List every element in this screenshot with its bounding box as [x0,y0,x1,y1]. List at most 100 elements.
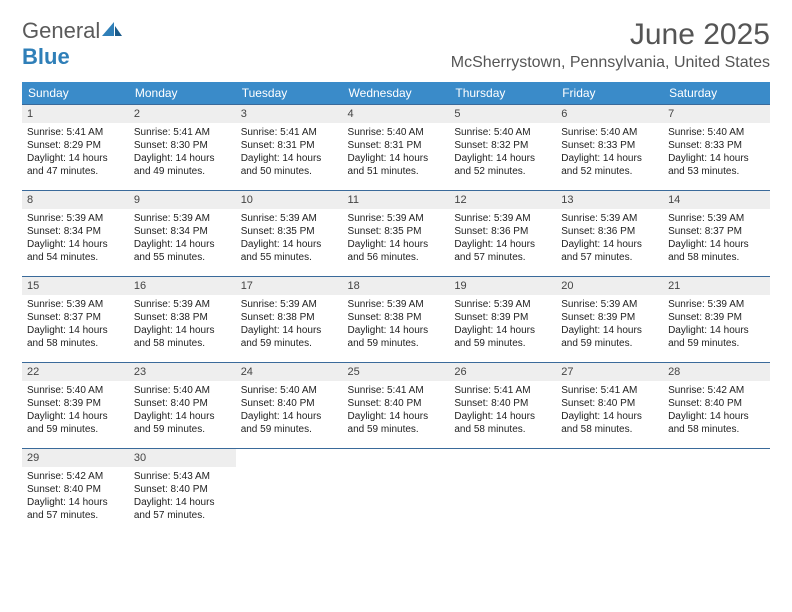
day-header-saturday: Saturday [663,82,770,105]
daylight-line: Daylight: 14 hours and 59 minutes. [241,324,338,350]
day-header-wednesday: Wednesday [343,82,450,105]
day-content: Sunrise: 5:41 AMSunset: 8:40 PMDaylight:… [556,381,663,446]
logo-text-blue: Blue [22,44,70,69]
sunset-line: Sunset: 8:40 PM [561,397,658,410]
day-content: Sunrise: 5:42 AMSunset: 8:40 PMDaylight:… [663,381,770,446]
sunrise-line: Sunrise: 5:40 AM [561,126,658,139]
day-cell-4: 4Sunrise: 5:40 AMSunset: 8:31 PMDaylight… [343,105,450,191]
day-header-tuesday: Tuesday [236,82,343,105]
day-number: 27 [556,363,663,381]
empty-cell [449,449,556,535]
day-cell-30: 30Sunrise: 5:43 AMSunset: 8:40 PMDayligh… [129,449,236,535]
sunrise-line: Sunrise: 5:41 AM [561,384,658,397]
day-cell-12: 12Sunrise: 5:39 AMSunset: 8:36 PMDayligh… [449,191,556,277]
daylight-line: Daylight: 14 hours and 59 minutes. [454,324,551,350]
sunset-line: Sunset: 8:29 PM [27,139,124,152]
sunset-line: Sunset: 8:37 PM [668,225,765,238]
day-number: 5 [449,105,556,123]
sunrise-line: Sunrise: 5:41 AM [241,126,338,139]
sunset-line: Sunset: 8:38 PM [241,311,338,324]
week-row: 29Sunrise: 5:42 AMSunset: 8:40 PMDayligh… [22,449,770,535]
sunrise-line: Sunrise: 5:41 AM [454,384,551,397]
sunrise-line: Sunrise: 5:39 AM [561,212,658,225]
day-cell-20: 20Sunrise: 5:39 AMSunset: 8:39 PMDayligh… [556,277,663,363]
sunrise-line: Sunrise: 5:39 AM [668,212,765,225]
day-cell-5: 5Sunrise: 5:40 AMSunset: 8:32 PMDaylight… [449,105,556,191]
day-number: 10 [236,191,343,209]
sunrise-line: Sunrise: 5:41 AM [134,126,231,139]
sunset-line: Sunset: 8:40 PM [134,397,231,410]
sunset-line: Sunset: 8:40 PM [668,397,765,410]
day-content: Sunrise: 5:39 AMSunset: 8:35 PMDaylight:… [236,209,343,274]
day-number: 14 [663,191,770,209]
sunset-line: Sunset: 8:38 PM [134,311,231,324]
logo: General Blue [22,18,124,70]
day-number: 7 [663,105,770,123]
daylight-line: Daylight: 14 hours and 59 minutes. [561,324,658,350]
day-number: 23 [129,363,236,381]
daylight-line: Daylight: 14 hours and 47 minutes. [27,152,124,178]
day-cell-29: 29Sunrise: 5:42 AMSunset: 8:40 PMDayligh… [22,449,129,535]
day-cell-22: 22 Sunrise: 5:40 AMSunset: 8:39 PMDayligh… [22,363,129,449]
daylight-line: Daylight: 14 hours and 57 minutes. [561,238,658,264]
daylight-line: Daylight: 14 hours and 59 minutes. [27,410,124,436]
sunrise-line: Sunrise: 5:40 AM [454,126,551,139]
day-number: 24 [236,363,343,381]
sunset-line: Sunset: 8:30 PM [134,139,231,152]
day-cell-3: 3Sunrise: 5:41 AMSunset: 8:31 PMDaylight… [236,105,343,191]
day-content: Sunrise: 5:41 AMSunset: 8:30 PMDaylight:… [129,123,236,188]
day-number: 9 [129,191,236,209]
day-number: 21 [663,277,770,295]
day-content: Sunrise: 5:39 AMSunset: 8:39 PMDaylight:… [556,295,663,360]
day-cell-8: 8Sunrise: 5:39 AMSunset: 8:34 PMDaylight… [22,191,129,277]
day-number: 16 [129,277,236,295]
day-cell-21: 21Sunrise: 5:39 AMSunset: 8:39 PMDayligh… [663,277,770,363]
daylight-line: Daylight: 14 hours and 57 minutes. [27,496,124,522]
day-number: 29 [22,449,129,467]
week-row: 1 Sunrise: 5:41 AM Sunset: 8:29 PMDaylight… [22,105,770,191]
sunset-line: Sunset: 8:39 PM [27,397,124,410]
day-number: 30 [129,449,236,467]
day-header-sunday: Sunday [22,82,129,105]
sunset-line: Sunset: 8:36 PM [454,225,551,238]
day-content: Sunrise: 5:39 AMSunset: 8:37 PMDaylight:… [663,209,770,274]
day-cell-15: 15Sunrise: 5:39 AMSunset: 8:37 PMDayligh… [22,277,129,363]
location: McSherrystown, Pennsylvania, United Stat… [451,54,770,72]
day-content: Sunrise: 5:39 AMSunset: 8:36 PMDaylight:… [556,209,663,274]
day-content: Sunrise: 5:40 AMSunset: 8:32 PMDaylight:… [449,123,556,188]
sunrise-line: Sunrise: 5:40 AM [27,384,124,397]
week-row: 22Sunrise: 5:40 AMSunset: 8:39 PMDayligh… [22,363,770,449]
day-content: Sunrise: 5:40 AMSunset: 8:33 PMDaylight:… [663,123,770,188]
day-content: Sunrise: 5:39 AMSunset: 8:37 PMDaylight:… [22,295,129,360]
daylight-line: Daylight: 14 hours and 59 minutes. [348,410,445,436]
day-cell-18: 18Sunrise: 5:39 AMSunset: 8:38 PMDayligh… [343,277,450,363]
daylight-line: Daylight: 14 hours and 55 minutes. [134,238,231,264]
day-number: 13 [556,191,663,209]
day-number: 22 [22,363,129,381]
day-content: Sunrise: 5:40 AMSunset: 8:33 PMDaylight:… [556,123,663,188]
day-number: 15 [22,277,129,295]
sunrise-line: Sunrise: 5:39 AM [27,212,124,225]
sunrise-line: Sunrise: 5:39 AM [348,298,445,311]
sunrise-line: Sunrise: 5:40 AM [348,126,445,139]
day-content: Sunrise: 5:39 AMSunset: 8:38 PMDaylight:… [343,295,450,360]
day-cell-14: 14Sunrise: 5:39 AMSunset: 8:37 PMDayligh… [663,191,770,277]
sunset-line: Sunset: 8:37 PM [27,311,124,324]
logo-text-general: General [22,18,100,43]
day-number: 25 [343,363,450,381]
sunrise-line: Sunrise: 5:42 AM [668,384,765,397]
day-content: Sunrise: 5:39 AMSunset: 8:39 PMDaylight:… [663,295,770,360]
sunset-line: Sunset: 8:33 PM [668,139,765,152]
sunset-line: Sunset: 8:39 PM [668,311,765,324]
sunrise-line: Sunrise: 5:39 AM [454,212,551,225]
logo-text: General Blue [22,18,124,70]
day-content: Sunrise: 5:39 AMSunset: 8:34 PMDaylight:… [129,209,236,274]
sunset-line: Sunset: 8:36 PM [561,225,658,238]
daylight-line: Daylight: 14 hours and 59 minutes. [241,410,338,436]
day-content: Sunrise: 5:40 AMSunset: 8:40 PMDaylight:… [129,381,236,446]
day-content: Sunrise: 5:41 AMSunset: 8:31 PMDaylight:… [236,123,343,188]
sunset-line: Sunset: 8:39 PM [454,311,551,324]
empty-cell [236,449,343,535]
day-number: 1 [22,105,129,123]
daylight-line: Daylight: 14 hours and 57 minutes. [454,238,551,264]
